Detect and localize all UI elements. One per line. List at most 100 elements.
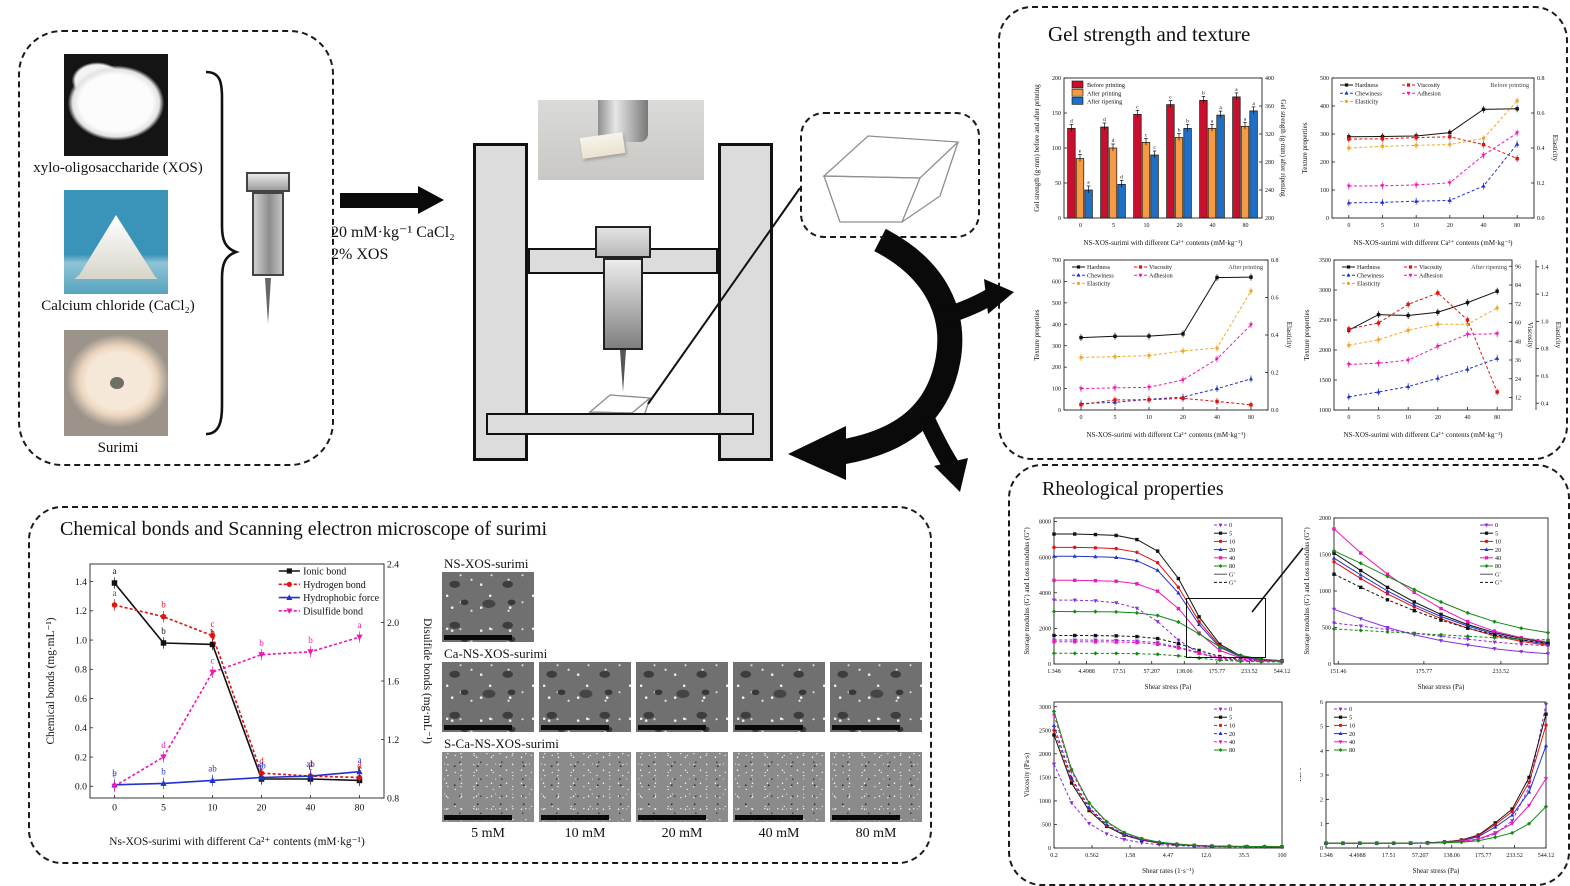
svg-text:5: 5 bbox=[1381, 223, 1384, 229]
svg-text:138.06: 138.06 bbox=[1176, 669, 1193, 675]
printer-platform bbox=[486, 413, 754, 435]
svg-text:d: d bbox=[357, 761, 362, 771]
svg-text:0.4: 0.4 bbox=[1537, 146, 1545, 152]
svg-text:After ripening: After ripening bbox=[1471, 264, 1508, 271]
svg-text:0.6: 0.6 bbox=[1271, 296, 1279, 302]
svg-text:6: 6 bbox=[1320, 700, 1323, 706]
sem-scale-bar bbox=[540, 815, 609, 820]
svg-text:5: 5 bbox=[1495, 530, 1498, 537]
svg-text:175.77: 175.77 bbox=[1416, 669, 1433, 675]
svg-text:200: 200 bbox=[1052, 76, 1061, 82]
svg-text:Viscosity: Viscosity bbox=[1419, 264, 1443, 271]
svg-text:20: 20 bbox=[1435, 415, 1441, 421]
svg-text:b: b bbox=[1186, 118, 1189, 124]
svg-text:0: 0 bbox=[112, 803, 117, 814]
svg-text:G′: G′ bbox=[1495, 571, 1501, 578]
sem-column-label: 80 mM bbox=[855, 826, 897, 841]
svg-text:500: 500 bbox=[1320, 76, 1329, 82]
svg-text:0.8: 0.8 bbox=[387, 793, 399, 804]
svg-text:b: b bbox=[161, 626, 166, 636]
svg-text:a: a bbox=[1244, 116, 1247, 122]
svg-text:0: 0 bbox=[1328, 662, 1331, 668]
svg-text:20: 20 bbox=[257, 803, 267, 814]
svg-text:0: 0 bbox=[1229, 522, 1232, 529]
svg-text:1500: 1500 bbox=[1319, 378, 1331, 384]
svg-text:After printing: After printing bbox=[1087, 90, 1121, 97]
svg-text:1.0: 1.0 bbox=[75, 635, 87, 646]
svg-text:233.52: 233.52 bbox=[1241, 669, 1258, 675]
svg-text:80: 80 bbox=[1494, 415, 1500, 421]
svg-text:300: 300 bbox=[1320, 132, 1329, 138]
svg-text:Elasticity: Elasticity bbox=[1355, 99, 1379, 106]
sem-row-label: S-Ca-NS-XOS-surimi bbox=[444, 736, 559, 751]
svg-text:1.348: 1.348 bbox=[1319, 853, 1333, 859]
svg-text:84: 84 bbox=[1515, 283, 1521, 289]
svg-text:80: 80 bbox=[1229, 747, 1235, 754]
svg-text:0: 0 bbox=[1048, 846, 1051, 852]
svg-text:100: 100 bbox=[1052, 146, 1061, 152]
svg-text:0: 0 bbox=[1349, 706, 1352, 713]
curly-bracket bbox=[205, 70, 240, 436]
svg-text:0.4: 0.4 bbox=[1541, 401, 1549, 407]
svg-text:10: 10 bbox=[1229, 723, 1235, 730]
svg-text:50: 50 bbox=[1055, 181, 1061, 187]
svg-text:Adhesion: Adhesion bbox=[1419, 272, 1443, 279]
svg-text:200: 200 bbox=[1265, 216, 1274, 222]
svg-text:12: 12 bbox=[1515, 396, 1521, 402]
sem-image bbox=[539, 662, 631, 732]
svg-text:Viscosity: Viscosity bbox=[1417, 82, 1441, 89]
svg-text:24: 24 bbox=[1515, 377, 1521, 383]
svg-text:40: 40 bbox=[1214, 415, 1220, 421]
texture-after-printing-chart: 0 100 200 300 400 500 600 700 0.0 0.2 0.4 0.6 0.8 0 5 1… bbox=[1030, 252, 1294, 440]
svg-text:500: 500 bbox=[1322, 626, 1331, 632]
svg-text:Disulfide bonds (mg·mL⁻¹): Disulfide bonds (mg·mL⁻¹) bbox=[421, 618, 433, 744]
zoom-region-box bbox=[1186, 598, 1266, 658]
svg-text:b: b bbox=[259, 638, 264, 648]
svg-text:d: d bbox=[1112, 138, 1115, 144]
svg-text:c: c bbox=[1153, 145, 1156, 151]
svg-text:40: 40 bbox=[1495, 555, 1501, 562]
svg-text:80: 80 bbox=[1514, 223, 1520, 229]
process-arrow bbox=[340, 186, 444, 215]
cacl2-label: Calcium chloride (CaCl₂) bbox=[41, 298, 195, 314]
svg-text:138.06: 138.06 bbox=[1443, 853, 1460, 859]
sem-scale-bar bbox=[637, 815, 706, 820]
chemical-panel-title: Chemical bonds and Scanning electron mic… bbox=[60, 518, 548, 540]
svg-text:1500: 1500 bbox=[1319, 553, 1331, 559]
svg-text:Ionic bond: Ionic bond bbox=[303, 567, 346, 578]
svg-text:a: a bbox=[1211, 118, 1214, 124]
syringe-needle-icon bbox=[265, 278, 271, 324]
svg-text:c: c bbox=[259, 762, 263, 772]
printed-sample-photo bbox=[538, 100, 704, 180]
svg-text:Hardness: Hardness bbox=[1357, 264, 1381, 271]
svg-text:175.77: 175.77 bbox=[1475, 853, 1492, 859]
svg-text:400: 400 bbox=[1265, 76, 1274, 82]
gel-panel-title: Gel strength and texture bbox=[1048, 22, 1251, 46]
svg-text:1: 1 bbox=[1320, 822, 1323, 828]
svg-text:233.52: 233.52 bbox=[1506, 853, 1523, 859]
svg-text:5: 5 bbox=[1229, 714, 1232, 721]
surimi-photo bbox=[64, 330, 168, 436]
svg-text:b: b bbox=[1178, 128, 1181, 134]
svg-text:G″: G″ bbox=[1229, 580, 1236, 587]
svg-text:3000: 3000 bbox=[1319, 288, 1331, 294]
svg-text:a: a bbox=[112, 566, 116, 576]
sem-image bbox=[830, 752, 922, 822]
sem-image bbox=[733, 752, 825, 822]
svg-text:5: 5 bbox=[1112, 223, 1115, 229]
svg-text:1000: 1000 bbox=[1319, 589, 1331, 595]
svg-text:Elasticity: Elasticity bbox=[1285, 322, 1293, 349]
branching-arrow bbox=[788, 228, 1014, 492]
sem-scale-bar bbox=[443, 725, 512, 730]
svg-text:0: 0 bbox=[1347, 223, 1350, 229]
svg-text:0.2: 0.2 bbox=[1050, 853, 1058, 859]
printed-gel-box bbox=[800, 112, 980, 238]
svg-text:10: 10 bbox=[1413, 223, 1419, 229]
svg-text:36: 36 bbox=[1515, 358, 1521, 364]
svg-text:10: 10 bbox=[1405, 415, 1411, 421]
svg-text:d: d bbox=[259, 756, 264, 766]
svg-text:40: 40 bbox=[1229, 739, 1235, 746]
svg-text:600: 600 bbox=[1052, 280, 1061, 286]
svg-text:96: 96 bbox=[1515, 264, 1521, 270]
svg-text:c: c bbox=[308, 762, 312, 772]
